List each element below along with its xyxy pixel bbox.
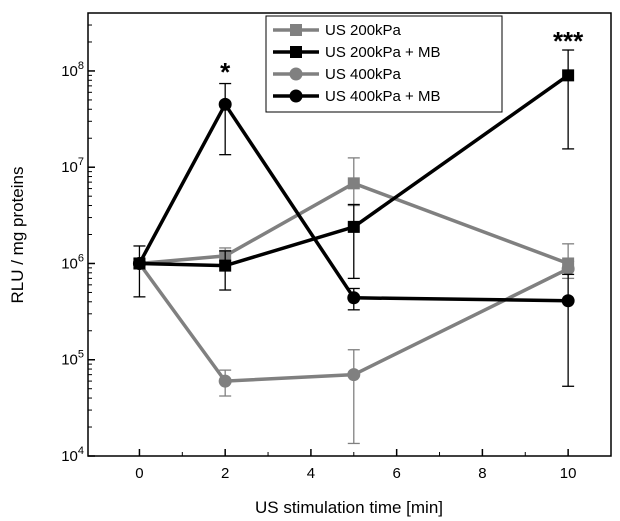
x-tick-label: 6 <box>392 465 400 482</box>
legend-marker <box>289 67 303 81</box>
x-axis-title: US stimulation time [min] <box>255 498 443 517</box>
y-tick-label: 104 <box>61 445 84 465</box>
significance-label: * <box>220 57 231 87</box>
data-point <box>562 69 575 82</box>
x-tick-label: 10 <box>560 465 577 482</box>
y-tick-label: 106 <box>61 252 84 272</box>
series-line <box>139 181 569 266</box>
data-point <box>347 291 361 305</box>
series-line <box>138 262 569 383</box>
data-point <box>219 259 232 272</box>
series-3 <box>132 82 575 387</box>
legend-marker <box>290 24 302 36</box>
legend-label: US 200kPa <box>325 22 402 39</box>
data-point <box>132 256 146 270</box>
data-point <box>347 177 360 190</box>
annotation-layer: **** <box>220 26 584 87</box>
series-2 <box>132 256 575 445</box>
y-tick-label: 108 <box>61 60 84 80</box>
y-axis-title: RLU / mg proteins <box>8 167 27 304</box>
data-point <box>218 97 232 111</box>
series-line <box>137 100 569 303</box>
series-line <box>139 73 570 268</box>
y-tick-label: 105 <box>61 349 84 369</box>
data-point <box>561 262 575 276</box>
data-point <box>561 294 575 308</box>
legend-marker <box>289 89 303 103</box>
significance-label: *** <box>553 26 584 56</box>
plot-frame <box>87 12 612 457</box>
x-tick-label: 8 <box>478 465 486 482</box>
x-tick-label: 4 <box>307 465 315 482</box>
series-layer <box>132 49 575 445</box>
y-tick-label: 107 <box>61 156 84 176</box>
legend-marker <box>290 46 302 58</box>
legend-label: US 400kPa + MB <box>325 88 440 105</box>
data-point <box>347 368 361 382</box>
legend: US 200kPa US 200kPa + MB US 400kPa US 400kP… <box>265 15 503 113</box>
ticks-layer: 0 2 4 6 8 10 104 105 106 107 108 <box>61 12 577 482</box>
legend-label: US 400kPa <box>325 66 402 83</box>
x-tick-label: 2 <box>221 465 229 482</box>
x-tick-label: 0 <box>135 465 143 482</box>
legend-label: US 200kPa + MB <box>325 44 440 61</box>
data-point <box>218 374 232 388</box>
data-point <box>347 220 360 233</box>
